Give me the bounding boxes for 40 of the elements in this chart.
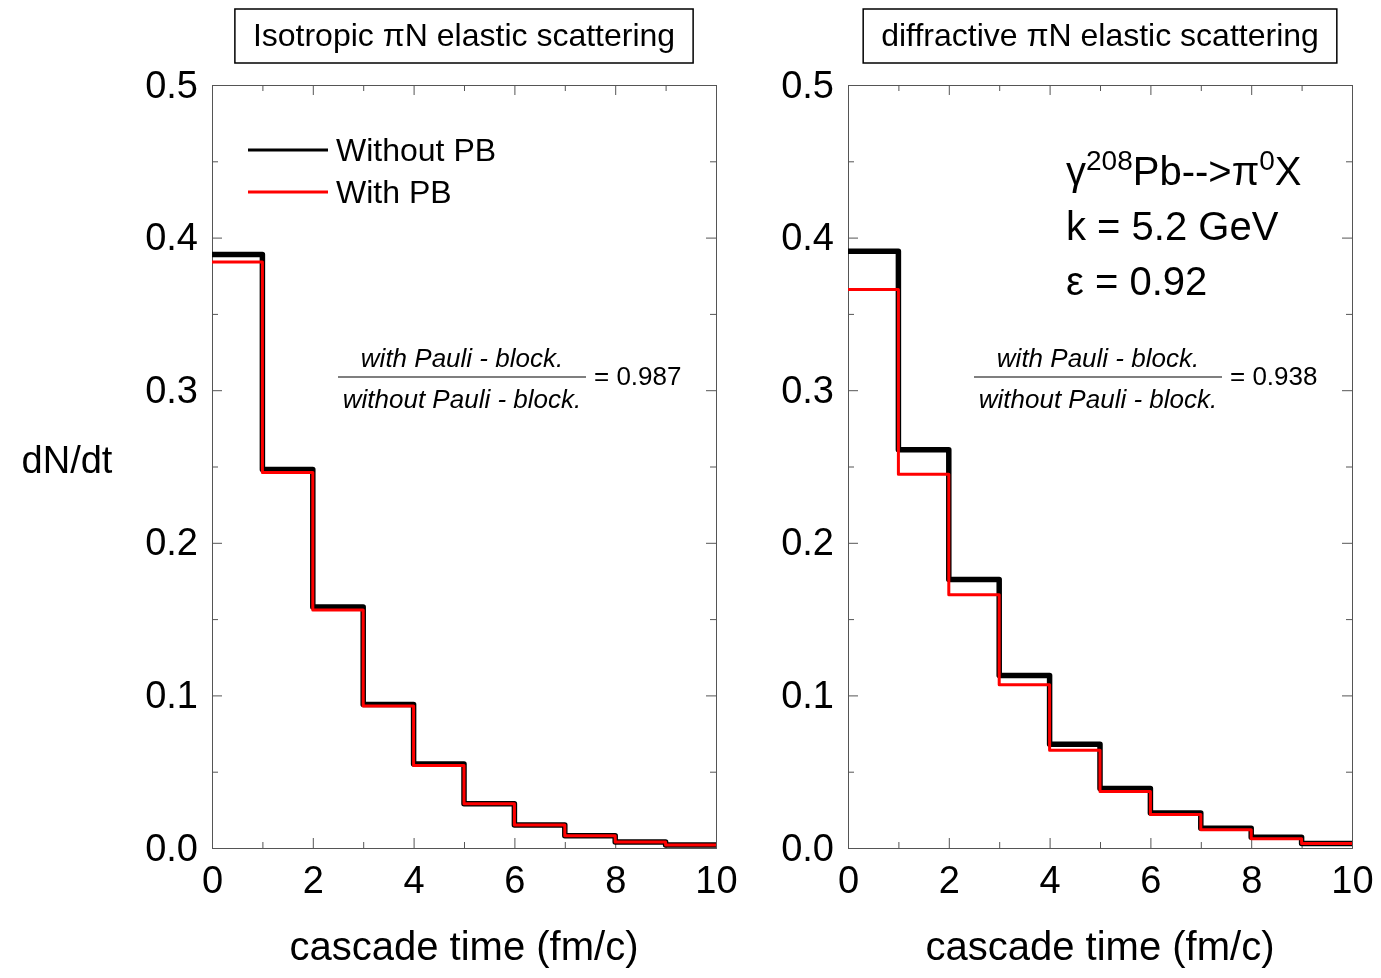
x-tick-label: 0	[201, 858, 224, 901]
annotation: without Pauli - block.	[978, 384, 1218, 414]
x-tick-label: 0	[837, 858, 860, 901]
y-tick-label: 0.4	[145, 216, 198, 259]
y-tick-label: 0.5	[145, 63, 198, 106]
legend-label: With PB	[336, 174, 452, 210]
y-tick-label: 0.2	[781, 521, 834, 564]
y-tick-label: 0.0	[781, 826, 834, 869]
annotation: γ$^{208}$Pb-->π$^{0}$X	[1066, 144, 1302, 193]
x-tick-label: 2	[938, 858, 960, 901]
x-tick-label: 10	[695, 858, 738, 901]
chart-title: Isotropic πN elastic scattering	[252, 17, 676, 53]
annotation: ε = 0.92	[1066, 259, 1208, 303]
x-tick-label: 4	[1039, 858, 1061, 901]
x-tick-label: 2	[302, 858, 324, 901]
x-tick-label: 10	[1331, 858, 1374, 901]
x-tick-label: 8	[605, 858, 627, 901]
y-tick-label: 0.0	[145, 826, 198, 869]
legend-label: Without PB	[336, 132, 497, 168]
x-tick-label: 4	[403, 858, 425, 901]
x-axis-title: cascade time (fm/c)	[925, 924, 1275, 968]
annotation: with Pauli - block.	[996, 343, 1200, 373]
annotation: with Pauli - block.	[360, 343, 564, 373]
y-tick-label: 0.3	[781, 368, 834, 411]
annotation: without Pauli - block.	[342, 384, 582, 414]
annotation: = 0.987	[594, 361, 682, 391]
y-tick-label: 0.1	[145, 674, 198, 717]
y-tick-label: 0.3	[145, 368, 198, 411]
x-axis-title: cascade time (fm/c)	[289, 924, 639, 968]
y-tick-label: 0.4	[781, 216, 834, 259]
annotation: = 0.938	[1230, 361, 1318, 391]
annotation: k = 5.2 GeV	[1066, 204, 1279, 248]
x-tick-label: 6	[1140, 858, 1162, 901]
x-tick-label: 8	[1241, 858, 1263, 901]
y-axis-title: dN/dt	[21, 438, 113, 481]
y-tick-label: 0.1	[781, 674, 834, 717]
chart-title: diffractive πN elastic scattering	[881, 17, 1319, 53]
y-tick-label: 0.5	[781, 63, 834, 106]
y-tick-label: 0.2	[145, 521, 198, 564]
x-tick-label: 6	[504, 858, 526, 901]
